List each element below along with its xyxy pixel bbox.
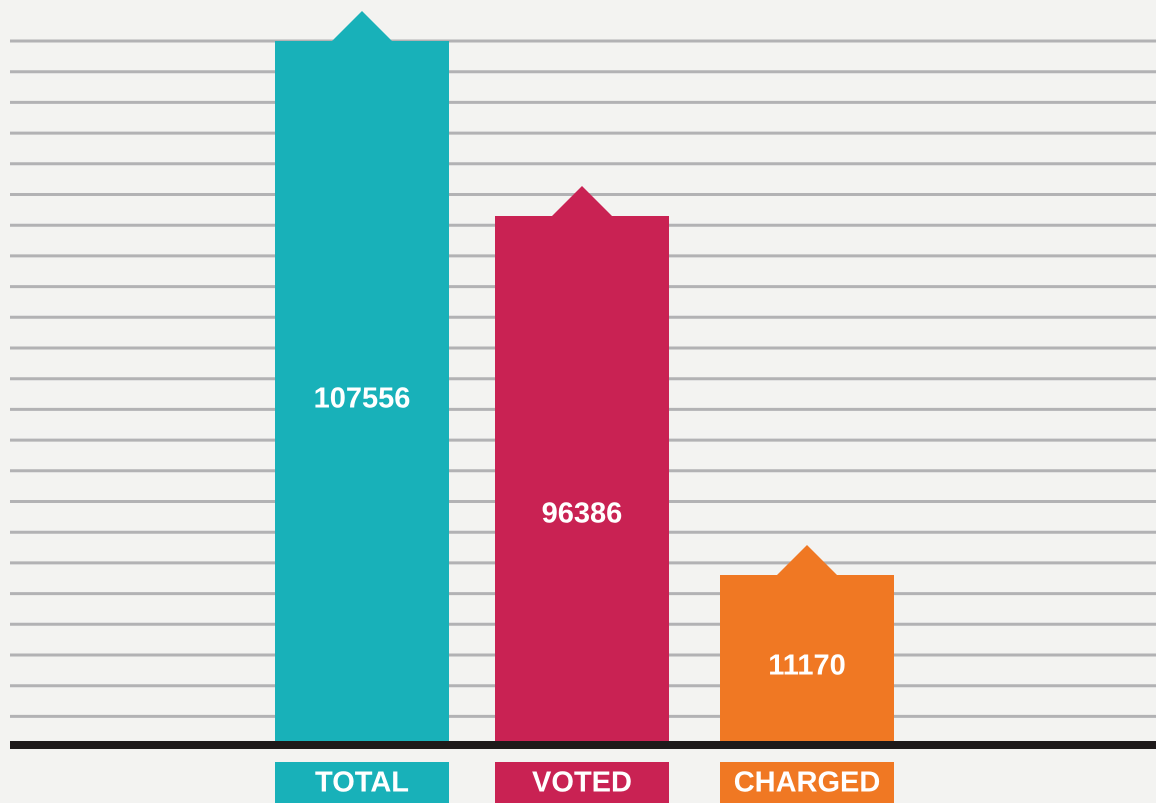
- label-box: [495, 762, 669, 803]
- bar-value: 96386: [542, 498, 623, 530]
- bar-label: TOTAL: [315, 767, 409, 799]
- bar-label: CHARGED: [734, 767, 881, 799]
- bar-arrow: [551, 186, 613, 217]
- bar-value: 11170: [768, 650, 845, 682]
- baseline: [10, 741, 1156, 749]
- bar-arrow: [331, 11, 393, 42]
- bar-value: 107556: [314, 383, 411, 415]
- bar: [720, 575, 894, 741]
- bar: [275, 41, 449, 741]
- label-box: [720, 762, 894, 803]
- label-box: [275, 762, 449, 803]
- bar-arrow: [776, 545, 838, 576]
- bar: [495, 216, 669, 741]
- bars: 107556 TOTAL 96386 VOTED 11170 CHARGED: [275, 11, 894, 803]
- bar-label: VOTED: [532, 767, 632, 799]
